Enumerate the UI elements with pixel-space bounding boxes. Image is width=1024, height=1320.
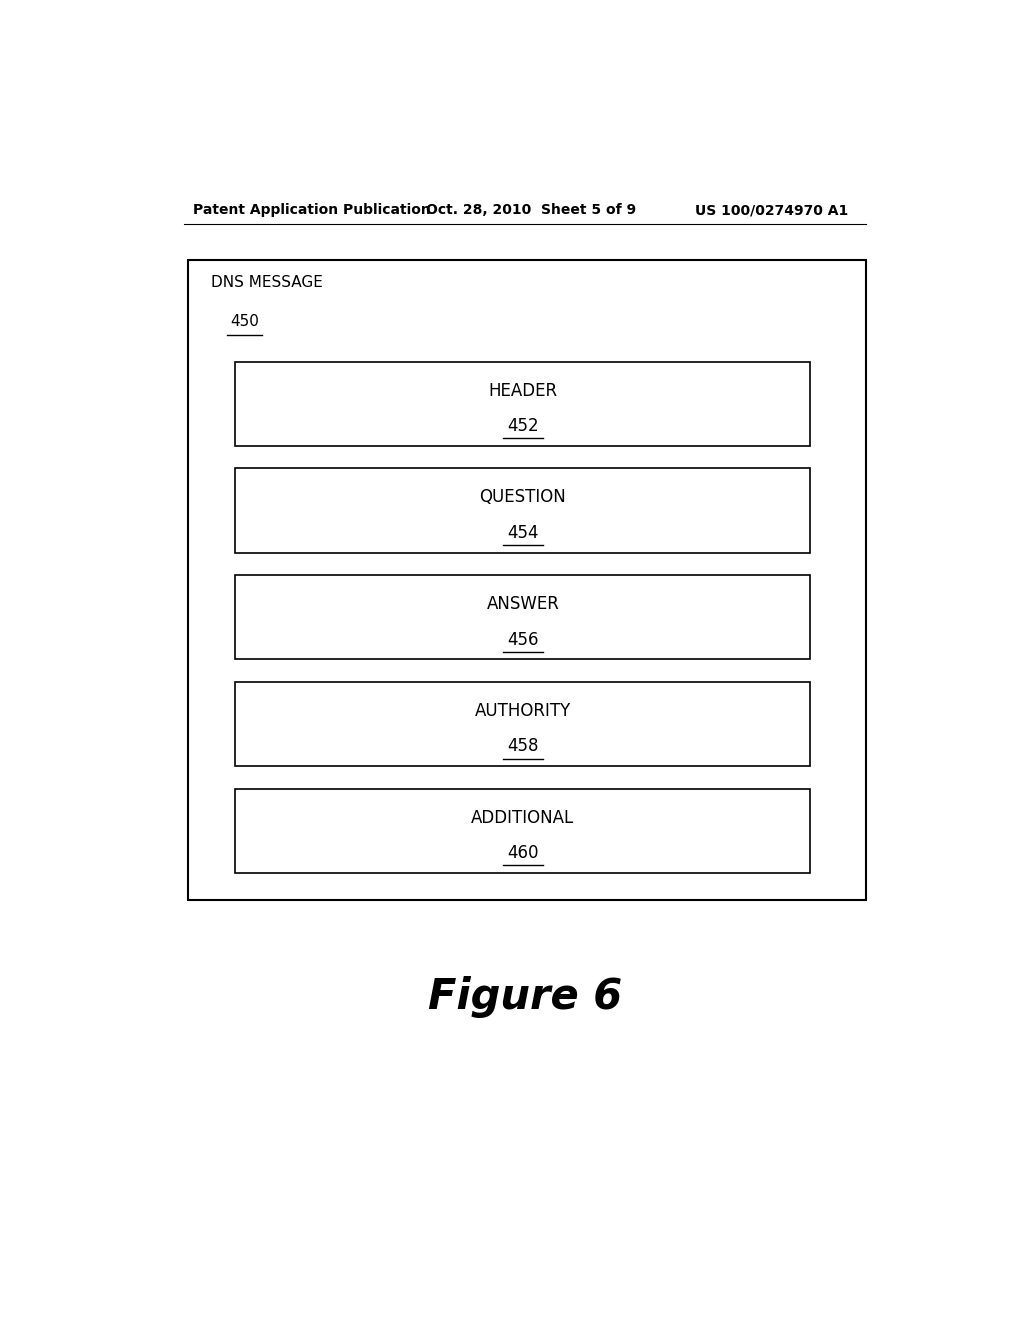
FancyBboxPatch shape [236,682,811,766]
Text: 460: 460 [507,843,539,862]
FancyBboxPatch shape [187,260,866,900]
Text: AUTHORITY: AUTHORITY [475,702,571,719]
Text: Patent Application Publication: Patent Application Publication [194,203,431,216]
FancyBboxPatch shape [236,788,811,873]
Text: 454: 454 [507,524,539,541]
Text: Figure 6: Figure 6 [428,975,622,1018]
Text: HEADER: HEADER [488,381,557,400]
FancyBboxPatch shape [236,362,811,446]
Text: 456: 456 [507,631,539,648]
Text: QUESTION: QUESTION [479,488,566,507]
Text: 452: 452 [507,417,539,436]
Text: US 100/0274970 A1: US 100/0274970 A1 [695,203,849,216]
Text: ANSWER: ANSWER [486,595,559,612]
Text: 458: 458 [507,738,539,755]
FancyBboxPatch shape [236,576,811,660]
Text: ADDITIONAL: ADDITIONAL [471,809,574,826]
Text: Oct. 28, 2010  Sheet 5 of 9: Oct. 28, 2010 Sheet 5 of 9 [426,203,636,216]
FancyBboxPatch shape [236,469,811,553]
Text: DNS MESSAGE: DNS MESSAGE [211,276,324,290]
Text: 450: 450 [230,314,259,329]
